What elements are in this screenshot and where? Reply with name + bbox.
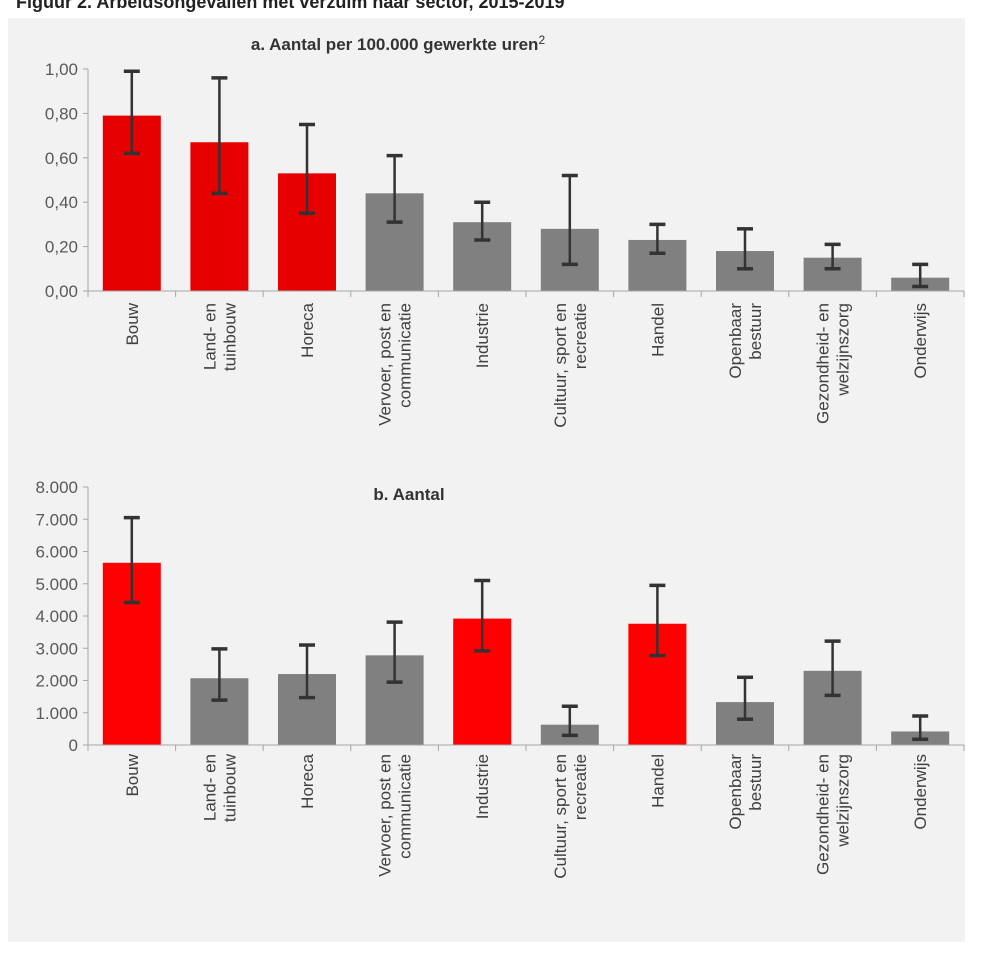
chart-b-error-bar <box>824 639 841 698</box>
chart-a-category-label-line: tuinbouw <box>220 302 239 371</box>
chart-a-title-superscript: 2 <box>538 33 545 47</box>
chart-a-error-bar <box>737 227 753 271</box>
chart-b-category-label: Gezondheid- enwelzijnszorg <box>814 754 853 875</box>
chart-b-category-label: Horeca <box>298 753 317 808</box>
chart-a-error-bar <box>649 222 666 256</box>
chart-a-error-bar <box>474 200 491 242</box>
chart-a-error-bar <box>561 173 578 267</box>
chart-a-y-tick-label: 0,60 <box>45 149 78 168</box>
chart-b-category-label: Cultuur, sport enrecreatie <box>551 754 590 879</box>
chart-a-category-label: Onderwijs <box>911 303 930 379</box>
chart-b-category-label-line: bestuur <box>746 754 765 811</box>
figure-panel: a. Aantal per 100.000 gewerkte uren2 b. … <box>8 18 965 942</box>
chart-a-category-label-line: Industrie <box>473 303 492 368</box>
chart-a-category-label-line: bestuur <box>746 303 765 360</box>
chart-a-category-label-line: Vervoer, post en <box>376 303 395 426</box>
chart-a-category-label-line: Land- en <box>200 303 219 370</box>
chart-b-category-label: Land- entuinbouw <box>200 753 239 822</box>
chart-a-y-tick-label: 0,80 <box>45 104 78 123</box>
chart-b-category-label-line: Vervoer, post en <box>376 754 395 877</box>
chart-a-category-label-line: Bouw <box>123 302 142 345</box>
chart-b-y-tick-label: 2.000 <box>35 672 78 691</box>
chart-b-error-bar <box>123 515 140 605</box>
chart-b-category-label-line: Handel <box>648 754 667 808</box>
chart-b-category-label: Vervoer, post encommunicatie <box>376 754 415 877</box>
chart-a-category-label: Bouw <box>123 302 142 345</box>
chart-a-error-bar <box>211 76 228 196</box>
chart-b-category-label-line: Land- en <box>200 754 219 821</box>
chart-a-category-label: Gezondheid- enwelzijnszorg <box>814 303 853 424</box>
chart-a-category-label: Cultuur, sport enrecreatie <box>551 303 590 428</box>
chart-b-category-label-line: recreatie <box>571 754 590 820</box>
chart-a-category-label-line: Cultuur, sport en <box>551 303 570 428</box>
chart-b-category-label: Industrie <box>473 754 492 819</box>
chart-a-category-label: Handel <box>648 303 667 357</box>
chart-b-error-bar <box>912 714 929 741</box>
chart-a-category-label-line: Gezondheid- en <box>814 303 833 424</box>
chart-b-category-label-line: Gezondheid- en <box>814 754 833 875</box>
chart-b-y-tick-label: 1.000 <box>35 704 78 723</box>
chart-a: 0,00 0,20 0,40 0,60 0,80 1,00 Bouw Land- entuin… <box>45 60 965 428</box>
chart-b-category-label: Handel <box>648 754 667 808</box>
chart-a-y-tick-label: 0,40 <box>45 193 78 212</box>
chart-a-y-tick-label: 1,00 <box>45 60 78 79</box>
chart-b-title: b. Aantal <box>373 485 444 504</box>
chart-a-category-label-line: recreatie <box>571 303 590 369</box>
chart-b-category-label: Onderwijs <box>911 754 930 830</box>
chart-b-y-tick-label: 8.000 <box>35 478 78 497</box>
chart-b-category-label-line: Horeca <box>298 753 317 808</box>
chart-a-category-label: Industrie <box>473 303 492 368</box>
chart-b-category-label-line: Onderwijs <box>911 754 930 830</box>
chart-b-category-label-line: welzijnszorg <box>834 754 853 848</box>
chart-b-category-label-line: communicatie <box>396 754 415 859</box>
chart-b-category-label-line: Cultuur, sport en <box>551 754 570 879</box>
chart-b-category-label-line: tuinbouw <box>220 753 239 822</box>
chart-b-error-bar <box>386 620 403 684</box>
chart-a-category-label-line: Onderwijs <box>911 303 930 379</box>
chart-a-y-tick-label: 0,00 <box>45 282 78 301</box>
chart-b-category-label-line: Industrie <box>473 754 492 819</box>
chart-b-y-tick-label: 4.000 <box>35 607 78 626</box>
chart-b-error-bar <box>474 578 491 653</box>
chart-b-category-label-line: Bouw <box>123 753 142 796</box>
chart-a-category-label: Land- entuinbouw <box>200 302 239 371</box>
chart-a-category-label: Horeca <box>298 302 317 357</box>
chart-b-error-bar <box>737 675 753 721</box>
chart-b-category-label: Openbaarbestuur <box>726 754 765 830</box>
chart-a-category-label: Vervoer, post encommunicatie <box>376 303 415 426</box>
chart-b-y-tick-label: 6.000 <box>35 543 78 562</box>
chart-b-error-bar <box>649 583 666 658</box>
chart-a-category-label-line: communicatie <box>396 303 415 408</box>
chart-a-y-tick-label: 0,20 <box>45 238 78 257</box>
chart-a-error-bar <box>299 122 315 216</box>
chart-b-y-tick-label: 0 <box>69 736 78 755</box>
charts-svg: a. Aantal per 100.000 gewerkte uren2 b. … <box>35 33 965 879</box>
chart-b-category-label-line: Openbaar <box>726 754 745 830</box>
figure-header-text: Figuur 2. Arbeidsongevallen met verzuim … <box>16 0 565 12</box>
chart-a-error-bar <box>386 153 403 224</box>
chart-a-error-bar <box>912 262 929 289</box>
chart-a-category-label-line: Horeca <box>298 302 317 357</box>
chart-a-category-label-line: welzijnszorg <box>834 303 853 397</box>
chart-b: 0 1.000 2.000 3.000 4.000 5.000 6.000 7.000 8.00… <box>35 478 965 879</box>
chart-b-y-tick-label: 5.000 <box>35 575 78 594</box>
chart-a-error-bar <box>824 242 841 271</box>
chart-b-category-label: Bouw <box>123 753 142 796</box>
chart-b-error-bar <box>561 704 578 738</box>
chart-b-error-bar <box>211 647 228 702</box>
chart-a-error-bar <box>123 69 140 156</box>
chart-a-category-label-line: Handel <box>648 303 667 357</box>
chart-a-title: a. Aantal per 100.000 gewerkte uren2 <box>251 33 546 54</box>
chart-a-category-label: Openbaarbestuur <box>726 303 765 379</box>
chart-a-category-label-line: Openbaar <box>726 303 745 379</box>
chart-b-y-tick-label: 3.000 <box>35 639 78 658</box>
chart-b-y-tick-label: 7.000 <box>35 510 78 529</box>
chart-b-error-bar <box>299 643 315 700</box>
